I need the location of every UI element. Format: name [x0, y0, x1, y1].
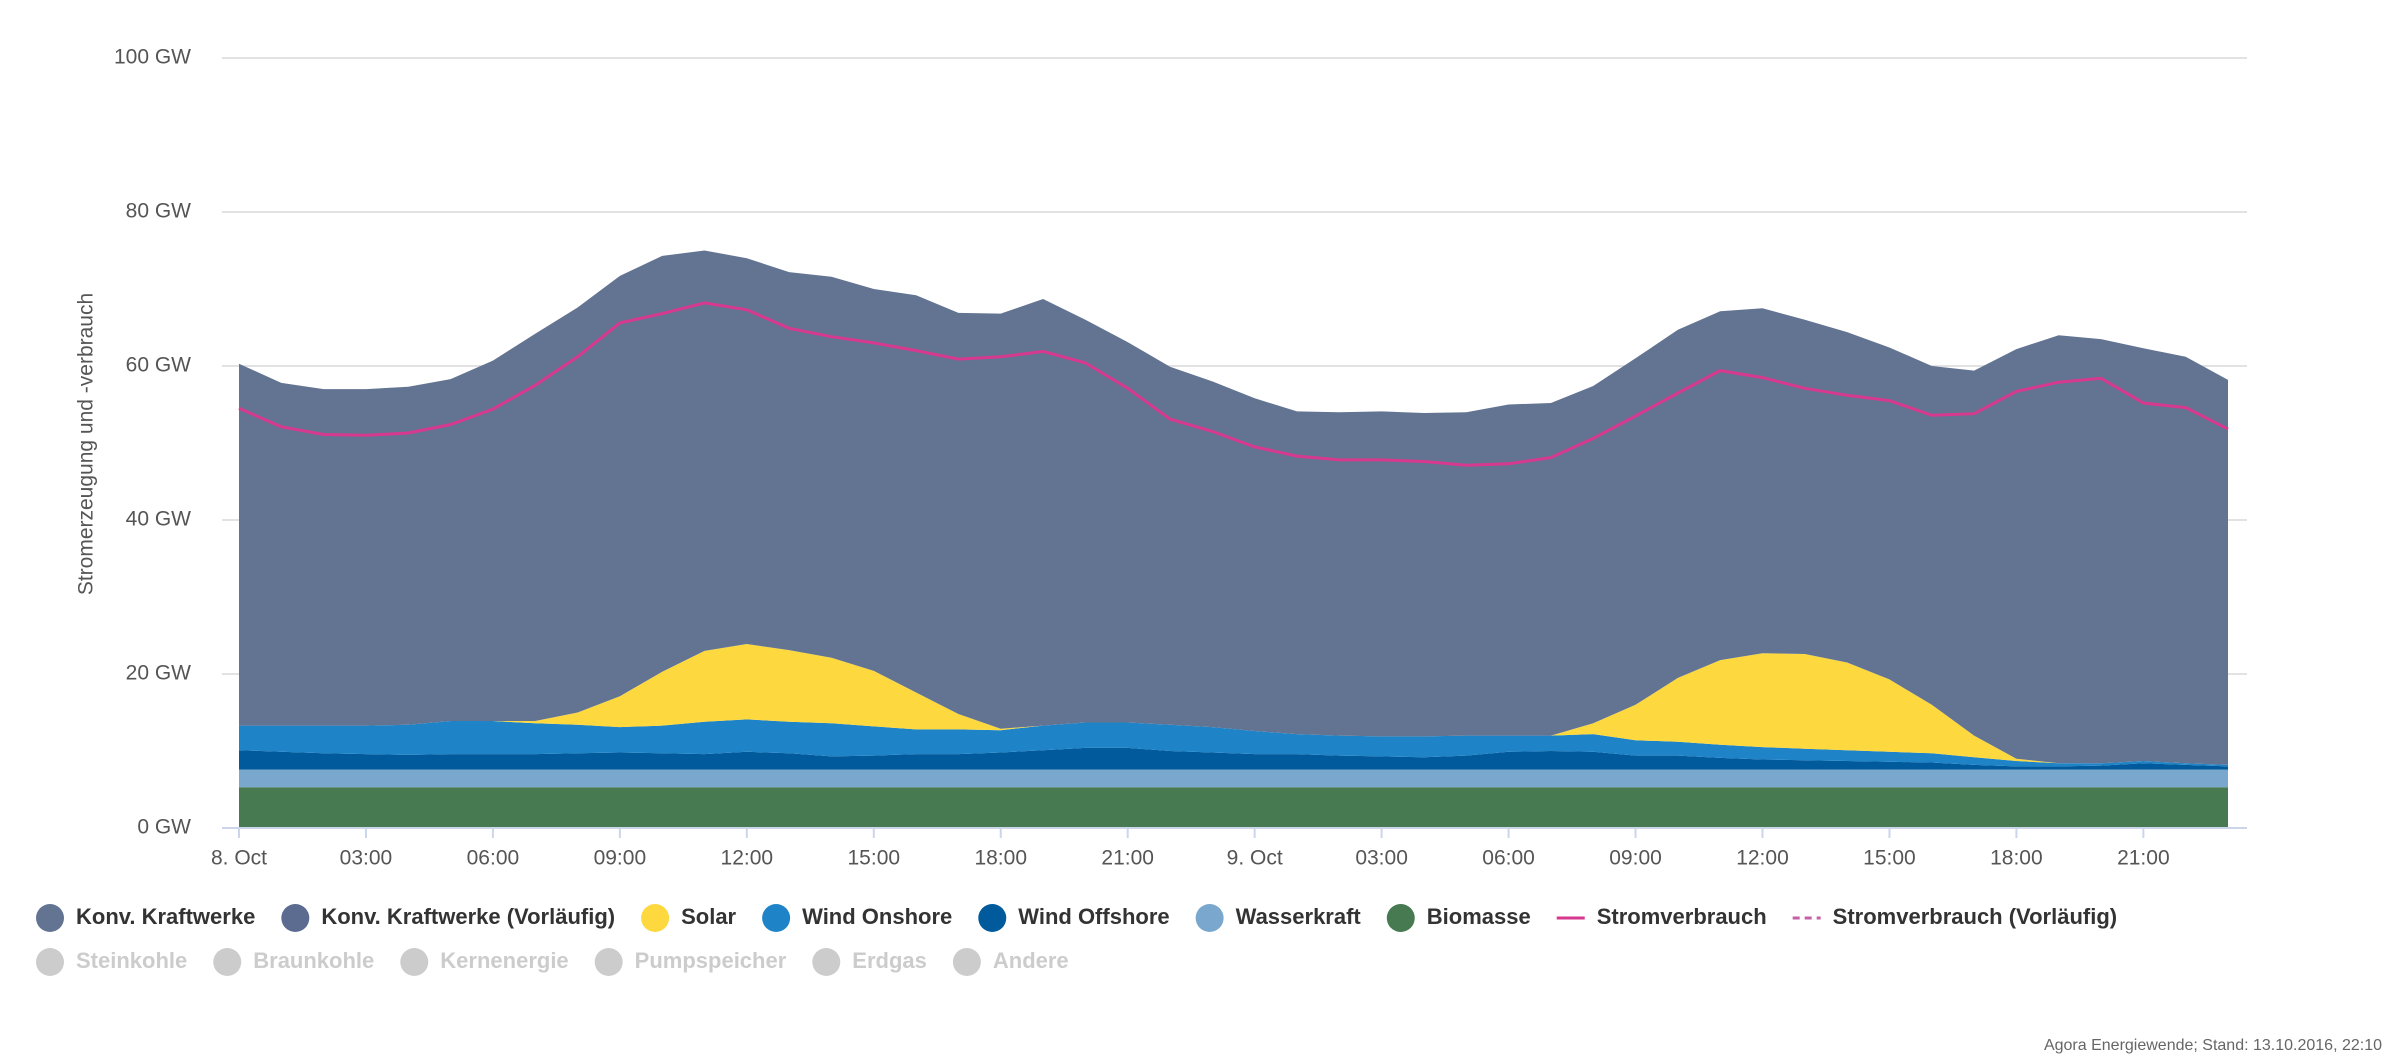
- x-tick-label: 15:00: [848, 847, 901, 870]
- legend-label: Stromverbrauch: [1597, 904, 1767, 929]
- x-tick-label: 12:00: [1736, 847, 1789, 870]
- legend-item: Wind Offshore: [978, 904, 1170, 932]
- legend-label: Wasserkraft: [1236, 904, 1362, 929]
- y-tick-label: 0 GW: [137, 816, 191, 839]
- line: [238, 301, 2229, 467]
- y-tick-label: 80 GW: [126, 200, 192, 223]
- legend-label: Andere: [993, 948, 1069, 973]
- legend-marker: [641, 904, 670, 932]
- area: [239, 644, 2228, 765]
- legend-label: Wind Offshore: [1018, 904, 1169, 929]
- legend-label: Biomasse: [1427, 904, 1531, 929]
- legend-marker: [1386, 904, 1415, 932]
- legend-label: Stromverbrauch (Vorläufig): [1833, 904, 2117, 929]
- legend-marker: [1195, 904, 1224, 932]
- legend-label: Erdgas: [852, 948, 927, 973]
- x-tick-label: 21:00: [1101, 847, 1154, 870]
- area: [239, 719, 2228, 767]
- legend-label: Kernenergie: [440, 948, 568, 973]
- legend-marker: [812, 948, 841, 976]
- x-tick-label: 12:00: [721, 847, 774, 870]
- legend-label: Braunkohle: [253, 948, 374, 973]
- legend-marker: [36, 948, 64, 976]
- x-tick-label: 09:00: [1609, 847, 1662, 870]
- x-tick-label: 06:00: [467, 847, 520, 870]
- legend-item: Stromverbrauch: [1556, 904, 1767, 929]
- footer: Agora Energiewende; Stand: 13.10.2016, 2…: [2044, 1037, 2382, 1054]
- area: [239, 747, 2228, 770]
- x-tick-label: 06:00: [1482, 847, 1535, 870]
- x-tick-label: 18:00: [1990, 847, 2043, 870]
- legend-marker: [281, 904, 310, 932]
- y-tick-label: 20 GW: [126, 662, 192, 685]
- legend-marker: [978, 904, 1007, 932]
- legend-marker: [36, 904, 64, 932]
- legend-label: Solar: [681, 904, 736, 929]
- legend-item: Solar: [641, 904, 737, 932]
- area: [239, 250, 2228, 765]
- legend-item: Kernenergie: [400, 948, 569, 976]
- y-axis-title: Stromerzeugung und -verbrauch: [75, 293, 98, 595]
- y-tick-label: 60 GW: [126, 354, 192, 377]
- x-tick-label: 03:00: [1355, 847, 1408, 870]
- legend-label: Pumpspeicher: [635, 948, 787, 973]
- x-tick-label: 03:00: [340, 847, 393, 870]
- legend-item: Pumpspeicher: [594, 948, 787, 976]
- legend-label: Konv. Kraftwerke: [76, 904, 255, 929]
- legend-item: Stromverbrauch (Vorläufig): [1792, 904, 2117, 929]
- legend-label: Wind Onshore: [802, 904, 952, 929]
- legend-label: Steinkohle: [76, 948, 187, 973]
- legend-marker: [213, 948, 242, 976]
- legend-item: Konv. Kraftwerke (Vorläufig): [281, 904, 615, 932]
- legend-item: Erdgas: [812, 948, 927, 976]
- legend-item: Steinkohle: [36, 948, 187, 976]
- area: [239, 769, 2228, 788]
- legend-item: Wasserkraft: [1195, 904, 1362, 932]
- legend-item: Biomasse: [1386, 904, 1531, 932]
- legend-item: Wind Onshore: [762, 904, 952, 932]
- legend-item: Andere: [952, 948, 1069, 976]
- y-tick-label: 40 GW: [126, 508, 192, 531]
- x-tick-label: 15:00: [1863, 847, 1916, 870]
- area: [239, 787, 2228, 828]
- x-tick-label: 9. Oct: [1227, 847, 1283, 870]
- x-tick-label: 8. Oct: [211, 847, 267, 870]
- legend-label: Konv. Kraftwerke (Vorläufig): [321, 904, 615, 929]
- x-tick-label: 09:00: [594, 847, 647, 870]
- legend-marker: [762, 904, 791, 932]
- legend-marker: [952, 948, 981, 976]
- x-tick-label: 18:00: [974, 847, 1027, 870]
- y-tick-label: 100 GW: [114, 46, 191, 69]
- legend-marker: [594, 948, 623, 976]
- x-tick-label: 21:00: [2117, 847, 2170, 870]
- legend-marker: [400, 948, 429, 976]
- legend-item: Konv. Kraftwerke: [36, 904, 255, 932]
- legend-item: Braunkohle: [213, 948, 374, 976]
